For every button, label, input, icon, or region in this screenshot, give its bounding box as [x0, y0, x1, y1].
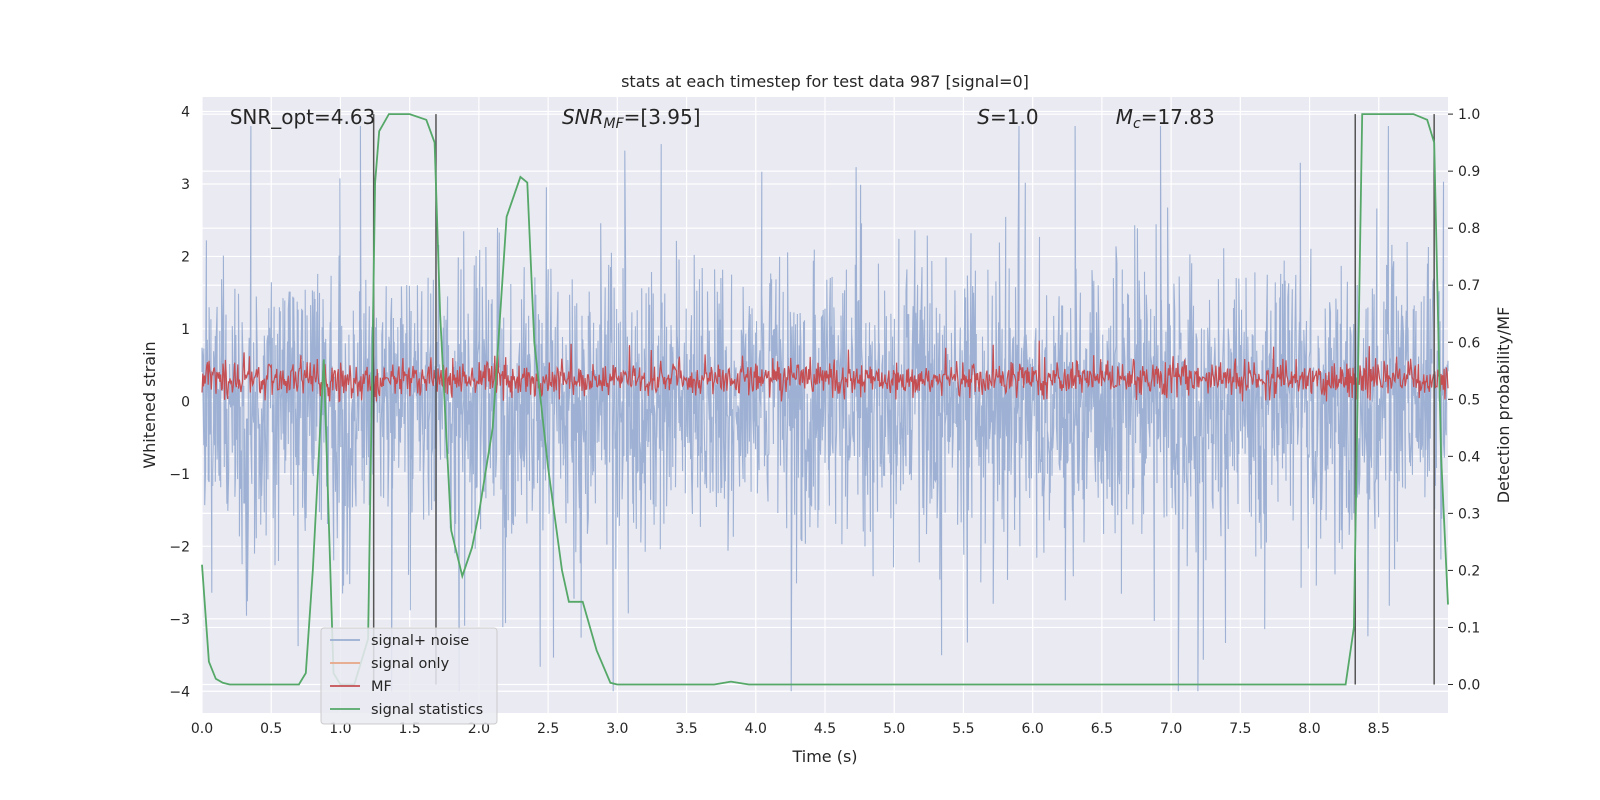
- chart-title: stats at each timestep for test data 987…: [621, 72, 1029, 91]
- x-tick-label: 7.0: [1160, 721, 1182, 737]
- x-tick-label: 0.0: [191, 721, 213, 737]
- x-tick-label: 3.5: [675, 721, 697, 737]
- x-tick-label: 2.5: [537, 721, 559, 737]
- annotations: SNR_opt=4.63 SNRMF=[3.95] S=1.0 Mc=17.83: [230, 105, 1215, 132]
- y-tick-label: 1: [181, 322, 190, 338]
- y-right-tick-label: 0.8: [1458, 221, 1480, 237]
- annotation-2: S=1.0: [977, 105, 1038, 129]
- y-right-tick-label: 0.5: [1458, 392, 1480, 408]
- y-tick-label: 3: [181, 177, 190, 193]
- y-tick-label: 0: [181, 394, 190, 410]
- y-axis-ticks: −4 −3 −2 −1 0 1 2 3 4: [169, 104, 190, 700]
- x-tick-label: 4.0: [745, 721, 767, 737]
- y-tick-label: 4: [181, 104, 190, 120]
- y-right-tick-label: 0.0: [1458, 677, 1480, 693]
- y-right-tick-label: 0.3: [1458, 506, 1480, 522]
- legend-box: [320, 627, 498, 725]
- legend: signal+ noise signal only MF signal stat…: [320, 627, 498, 725]
- x-tick-label: 1.5: [399, 721, 421, 737]
- y-axis-label: Whitened strain: [140, 341, 159, 468]
- x-tick-label: 6.0: [1022, 721, 1044, 737]
- y-axis-right-ticks: 0.0 0.1 0.2 0.3 0.4 0.5 0.6 0.7 0.8 0.9 1.0: [1448, 107, 1480, 693]
- y-tick-label: −2: [169, 539, 190, 555]
- y-right-tick-label: 0.6: [1458, 335, 1480, 351]
- annotation-1: SNRMF=[3.95]: [562, 105, 701, 132]
- y-axis-right-label: Detection probability/MF: [1494, 307, 1513, 504]
- x-tick-label: 5.5: [952, 721, 974, 737]
- x-tick-label: 8.0: [1298, 721, 1320, 737]
- y-right-tick-label: 1.0: [1458, 107, 1480, 123]
- legend-label-mf: MF: [371, 679, 392, 695]
- legend-label-signal-only: signal only: [371, 656, 450, 672]
- signal-statistics-line: [201, 113, 1449, 686]
- y-right-tick-label: 0.2: [1458, 563, 1480, 579]
- mf-line: [201, 340, 1449, 403]
- signal-statistics-series: [201, 113, 1449, 686]
- x-tick-label: 7.5: [1229, 721, 1251, 737]
- y-right-tick-label: 0.1: [1458, 620, 1480, 636]
- annotation-3: Mc=17.83: [1116, 105, 1215, 132]
- x-tick-label: 3.0: [606, 721, 628, 737]
- x-tick-label: 5.0: [883, 721, 905, 737]
- y-right-tick-label: 0.9: [1458, 164, 1480, 180]
- annotation-0: SNR_opt=4.63: [230, 105, 376, 129]
- x-tick-label: 1.0: [329, 721, 351, 737]
- y-tick-label: −1: [169, 467, 190, 483]
- y-right-tick-label: 0.4: [1458, 449, 1480, 465]
- x-tick-label: 0.5: [260, 721, 282, 737]
- y-tick-label: −3: [169, 612, 190, 628]
- x-tick-label: 4.5: [814, 721, 836, 737]
- x-axis-ticks: 0.0 0.5 1.0 1.5 2.0 2.5 3.0 3.5 4.0 4.5 5.0 5.5 6.0 6…: [191, 721, 1390, 737]
- y-right-tick-label: 0.7: [1458, 278, 1480, 294]
- y-tick-label: 2: [181, 249, 190, 265]
- legend-label-signal-statistics: signal statistics: [371, 702, 483, 718]
- y-tick-label: −4: [169, 684, 190, 700]
- mf-series: [201, 340, 1449, 403]
- x-tick-label: 6.5: [1091, 721, 1113, 737]
- x-tick-label: 2.0: [468, 721, 490, 737]
- legend-label-signal-noise: signal+ noise: [371, 633, 469, 649]
- x-tick-label: 8.5: [1368, 721, 1390, 737]
- x-axis-label: Time (s): [791, 747, 857, 766]
